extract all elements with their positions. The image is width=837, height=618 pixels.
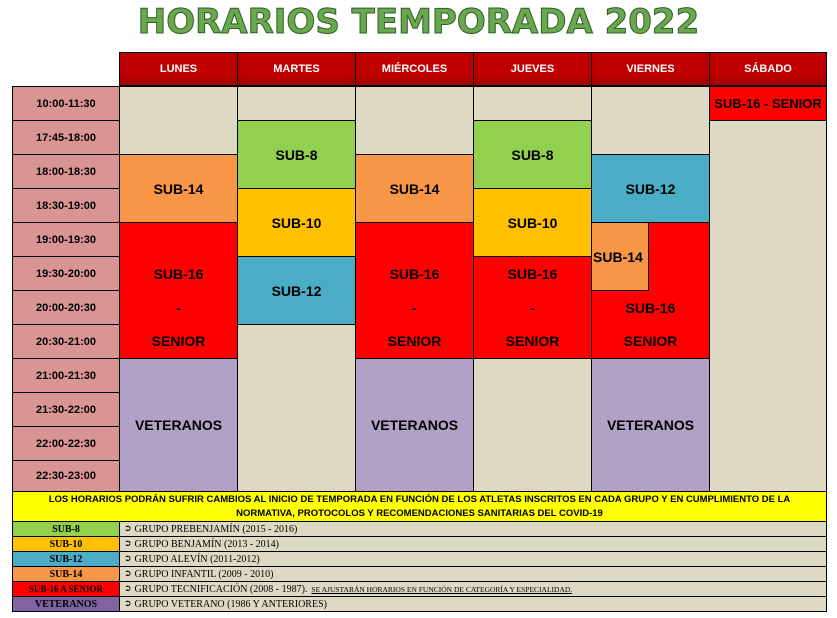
lunes-sub16-senior-block: SUB-16 - SENIOR (119, 222, 238, 359)
day-header-miercoles: MIÉRCOLES (355, 52, 474, 86)
legend-text: GRUPO VETERANO (1986 Y ANTERIORES) (134, 598, 327, 610)
block-label: SENIOR (505, 333, 560, 349)
time-slot: 19:00-19:30 (12, 222, 120, 257)
arrow-icon: ➲ (124, 524, 132, 534)
block-label: SENIOR (387, 333, 442, 349)
arrow-icon: ➲ (124, 554, 132, 564)
jueves-sub10-block: SUB-10 (473, 188, 592, 257)
legend-row: ➲ GRUPO ALEVÍN (2011-2012) (119, 551, 827, 567)
empty-slot (709, 120, 827, 492)
martes-sub10-block: SUB-10 (237, 188, 356, 257)
miercoles-veteranos-block: VETERANOS (355, 358, 474, 492)
viernes-veteranos-block: VETERANOS (591, 358, 710, 492)
empty-slot (119, 86, 238, 155)
page-title: HORARIOS TEMPORADA 2022 (137, 2, 700, 43)
martes-sub12-block: SUB-12 (237, 256, 356, 325)
legend-key: SUB-16 A SENIOR (12, 581, 120, 597)
legend-row: ➲ GRUPO TECNIFICACIÓN (2008 - 1987). SE AJ… (119, 581, 827, 597)
legend-text: GRUPO TECNIFICACIÓN (2008 - 1987). (134, 583, 308, 595)
lunes-sub14-block: SUB-14 (119, 154, 238, 223)
time-slot: 21:30-22:00 (12, 392, 120, 427)
legend-note: SE AJUSTARÁN HORARIOS EN FUNCIÓN DE CATE… (311, 584, 573, 594)
schedule-note: LOS HORARIOS PODRÁN SUFRIR CAMBIOS AL IN… (12, 491, 827, 522)
sabado-sub16-senior-block: SUB-16 - SENIOR (709, 86, 827, 121)
block-label: - (176, 300, 181, 316)
legend-row: ➲ GRUPO PREBENJAMÍN (2015 - 2016) (119, 521, 827, 537)
block-label: SENIOR (151, 333, 206, 349)
day-header-sabado: SÁBADO (709, 52, 827, 86)
day-header-viernes: VIERNES (591, 52, 710, 86)
time-slot: 22:30-23:00 (12, 460, 120, 492)
miercoles-sub14-block: SUB-14 (355, 154, 474, 223)
empty-slot (355, 86, 474, 155)
time-slot: 21:00-21:30 (12, 358, 120, 393)
legend-row: ➲ GRUPO INFANTIL (2009 - 2010) (119, 566, 827, 582)
arrow-icon: ➲ (124, 539, 132, 549)
time-slot: 17:45-18:00 (12, 120, 120, 155)
legend-row: ➲ GRUPO VETERANO (1986 Y ANTERIORES) (119, 596, 827, 612)
day-header-jueves: JUEVES (473, 52, 592, 86)
time-slot: 22:00-22:30 (12, 426, 120, 461)
time-slot: 19:30-20:00 (12, 256, 120, 291)
empty-slot (591, 86, 710, 155)
time-slot: 18:00-18:30 (12, 154, 120, 189)
legend-key: SUB-8 (12, 521, 120, 537)
legend-key: SUB-12 (12, 551, 120, 567)
block-label: - (412, 300, 417, 316)
legend-text: GRUPO ALEVÍN (2011-2012) (134, 553, 260, 565)
miercoles-sub16-senior-block: SUB-16 - SENIOR (355, 222, 474, 359)
block-label: SUB-16 (153, 266, 204, 282)
jueves-sub16-senior-block: SUB-16 - SENIOR (473, 256, 592, 359)
day-header-lunes: LUNES (119, 52, 238, 86)
legend-key: SUB-14 (12, 566, 120, 582)
block-label: SENIOR (623, 333, 678, 349)
arrow-icon: ➲ (124, 599, 132, 609)
time-slot: 20:00-20:30 (12, 290, 120, 325)
jueves-sub8-block: SUB-8 (473, 120, 592, 189)
arrow-icon: ➲ (124, 584, 132, 594)
block-label: - (530, 300, 535, 316)
viernes-sub14-block: SUB-14 (591, 222, 649, 291)
empty-slot (473, 86, 592, 121)
martes-sub8-block: SUB-8 (237, 120, 356, 189)
legend-text: GRUPO PREBENJAMÍN (2015 - 2016) (134, 523, 298, 535)
time-slot: 10:00-11:30 (12, 86, 120, 121)
time-slot: 18:30-19:00 (12, 188, 120, 223)
day-header-martes: MARTES (237, 52, 356, 86)
block-label: SUB-16 (389, 266, 440, 282)
viernes-sub12-block: SUB-12 (591, 154, 710, 223)
time-slot: 20:30-21:00 (12, 324, 120, 359)
legend-key: SUB-10 (12, 536, 120, 552)
empty-slot (473, 358, 592, 492)
legend-key: VETERANOS (12, 596, 120, 612)
block-label: SUB-16 (507, 266, 558, 282)
empty-slot (237, 324, 356, 492)
block-label: SUB-16 (625, 300, 676, 316)
legend-row: ➲ GRUPO BENJAMÍN (2013 - 2014) (119, 536, 827, 552)
arrow-icon: ➲ (124, 569, 132, 579)
legend-text: GRUPO INFANTIL (2009 - 2010) (134, 568, 274, 580)
legend-text: GRUPO BENJAMÍN (2013 - 2014) (134, 538, 279, 550)
lunes-veteranos-block: VETERANOS (119, 358, 238, 492)
empty-slot (237, 86, 356, 121)
